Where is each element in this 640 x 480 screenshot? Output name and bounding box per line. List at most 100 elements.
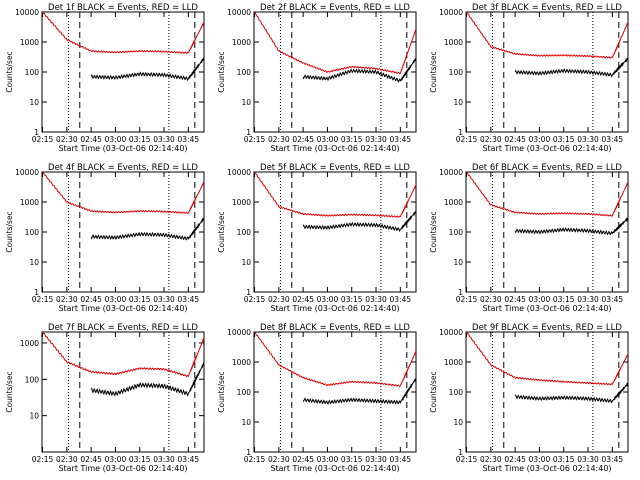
y-tick-label: 100 (25, 228, 40, 237)
x-tick-label: 03:15 (341, 135, 363, 144)
y-tick-label: 10000 (227, 8, 251, 17)
x-tick-label: 03:45 (602, 455, 624, 464)
x-tick-label: 03:15 (129, 295, 151, 304)
y-tick-label: 1000 (232, 198, 251, 207)
x-axis-label: Start Time (03-Oct-06 02:14:40) (58, 304, 187, 313)
panel-det-9: Det 9f BLACK = Events, RED = LLD 1 10 100 10… (429, 323, 629, 473)
x-tick-label: 02:45 (504, 295, 526, 304)
y-axis-label: Counts/sec (217, 211, 226, 252)
x-tick-label: 02:30 (268, 295, 290, 304)
x-tick-label: 03:15 (341, 295, 363, 304)
x-tick-label: 02:15 (32, 455, 54, 464)
y-axis-label: Counts/sec (5, 211, 14, 252)
y-tick-label: 1000 (20, 339, 39, 348)
series-events-line (514, 216, 628, 236)
x-tick-label: 03:15 (129, 135, 151, 144)
plot-data (466, 12, 628, 78)
y-tick-label: 10 (29, 98, 39, 107)
x-tick-label: 03:45 (390, 295, 412, 304)
x-tick-label: 02:30 (56, 295, 78, 304)
plot-frame (41, 331, 205, 453)
x-tick-label: 02:15 (456, 455, 478, 464)
plot-title: Det 1f BLACK = Events, RED = LLD (48, 3, 198, 13)
plot-data (42, 172, 204, 241)
x-tick-label: 03:30 (577, 455, 599, 464)
x-tick-label: 03:30 (365, 295, 387, 304)
panel-det-4: Det 4f BLACK = Events, RED = LLD 1 10 100 10… (5, 163, 205, 313)
panel-det-1: Det 1f BLACK = Events, RED = LLD 1 10 100 10… (5, 3, 205, 153)
series-lld-line (466, 12, 628, 59)
panel-det-2: Det 2f BLACK = Events, RED = LLD 1 10 100 10… (217, 3, 417, 153)
plot-title: Det 7f BLACK = Events, RED = LLD (48, 323, 198, 333)
y-tick-label: 1 (34, 288, 39, 297)
y-tick-label: 100 (237, 68, 252, 77)
series-events-line (90, 360, 204, 397)
y-tick-label: 10 (453, 98, 463, 107)
y-axis-label: Counts/sec (429, 211, 438, 252)
series-lld-line (42, 172, 204, 215)
y-tick-label: 1000 (444, 358, 463, 367)
y-tick-label: 10000 (439, 328, 463, 337)
y-axis-label: Counts/sec (5, 51, 14, 92)
y-tick-label: 10 (453, 258, 463, 267)
plot-frame (465, 331, 629, 453)
x-tick-label: 03:00 (529, 455, 551, 464)
x-tick-label: 03:30 (577, 295, 599, 304)
plot-title: Det 2f BLACK = Events, RED = LLD (260, 3, 410, 13)
y-axis-label: Counts/sec (217, 371, 226, 412)
series-events-line (302, 209, 416, 233)
y-tick-label: 1000 (20, 198, 39, 207)
plot-data (254, 12, 416, 83)
x-axis-label: Start Time (03-Oct-06 02:14:40) (482, 464, 611, 473)
x-tick-label: 03:15 (129, 455, 151, 464)
y-tick-label: 10 (453, 418, 463, 427)
x-tick-label: 02:45 (292, 135, 314, 144)
plot-data (254, 332, 416, 405)
series-events-line (514, 56, 628, 78)
panel-det-6: Det 6f BLACK = Events, RED = LLD 1 10 100 10… (429, 163, 629, 313)
x-tick-label: 02:30 (268, 135, 290, 144)
x-tick-label: 02:15 (456, 135, 478, 144)
x-tick-label: 02:15 (456, 295, 478, 304)
y-axis-label: Counts/sec (429, 51, 438, 92)
plot-data (254, 172, 416, 233)
y-tick-label: 1 (246, 288, 251, 297)
panel-det-8: Det 8f BLACK = Events, RED = LLD 1 10 100 10… (217, 323, 417, 473)
y-tick-label: 10 (241, 258, 251, 267)
x-tick-label: 03:15 (553, 455, 575, 464)
plot-title: Det 8f BLACK = Events, RED = LLD (260, 323, 410, 333)
x-tick-label: 03:30 (153, 135, 175, 144)
plot-title: Det 9f BLACK = Events, RED = LLD (472, 323, 622, 333)
x-tick-label: 02:30 (480, 135, 502, 144)
x-tick-label: 03:00 (529, 135, 551, 144)
x-tick-label: 03:30 (153, 295, 175, 304)
y-tick-label: 10 (241, 98, 251, 107)
y-tick-label: 1 (458, 448, 463, 457)
y-tick-label: 10 (241, 418, 251, 427)
x-axis-label: Start Time (03-Oct-06 02:14:40) (482, 144, 611, 153)
x-tick-label: 03:45 (178, 455, 200, 464)
x-axis-label: Start Time (03-Oct-06 02:14:40) (270, 144, 399, 153)
x-tick-label: 02:30 (268, 455, 290, 464)
x-tick-label: 02:45 (292, 455, 314, 464)
x-tick-label: 02:30 (56, 455, 78, 464)
y-tick-label: 10000 (439, 168, 463, 177)
y-tick-label: 100 (25, 375, 40, 384)
y-tick-label: 100 (449, 228, 464, 237)
x-tick-label: 03:00 (105, 135, 127, 144)
y-tick-label: 10 (29, 258, 39, 267)
panel-det-5: Det 5f BLACK = Events, RED = LLD 1 10 100 10… (217, 163, 417, 313)
y-axis-label: Counts/sec (5, 371, 14, 412)
y-tick-label: 1000 (444, 38, 463, 47)
y-tick-label: 100 (25, 68, 40, 77)
plot-frame (465, 11, 629, 133)
x-tick-label: 02:15 (32, 295, 54, 304)
series-events-line (514, 381, 628, 404)
x-tick-label: 03:00 (529, 295, 551, 304)
x-tick-label: 03:00 (317, 455, 339, 464)
series-lld-line (254, 172, 416, 218)
x-tick-label: 03:15 (341, 455, 363, 464)
x-tick-label: 02:30 (56, 135, 78, 144)
y-axis-label: Counts/sec (429, 371, 438, 412)
series-events-line (90, 216, 204, 241)
